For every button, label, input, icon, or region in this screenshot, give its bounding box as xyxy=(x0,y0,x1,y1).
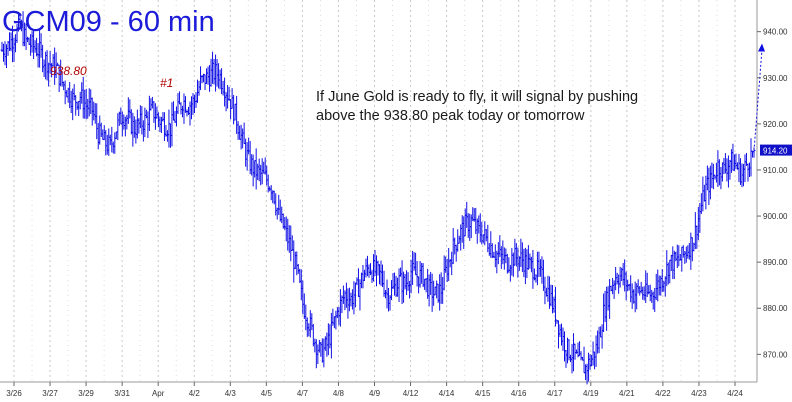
x-tick-label: 4/23 xyxy=(691,389,707,398)
y-tick-label: 940.00 xyxy=(763,28,788,37)
x-tick-label: 4/21 xyxy=(619,389,635,398)
x-tick-label: 4/15 xyxy=(475,389,491,398)
x-tick-label: 4/16 xyxy=(511,389,527,398)
x-tick-label: 3/29 xyxy=(78,389,94,398)
note-line-2: above the 938.80 peak today or tomorrow xyxy=(316,108,585,124)
x-tick-label: 4/17 xyxy=(547,389,563,398)
price-tag-box xyxy=(760,144,792,156)
x-axis: 3/26 3/27 3/29 3/31 Apr 4/2 4/3 4/5 4/7 4/8 4/9 4/1… xyxy=(6,382,743,398)
x-tick-label: Apr xyxy=(152,389,165,398)
x-tick-label: 4/12 xyxy=(403,389,419,398)
projection-arrow-head xyxy=(758,43,765,52)
x-tick-label: 4/14 xyxy=(439,389,455,398)
y-tick-label: 920.00 xyxy=(763,120,788,129)
x-tick-label: 4/19 xyxy=(583,389,599,398)
price-bars xyxy=(0,11,765,385)
x-tick-label: 4/7 xyxy=(297,389,309,398)
annotations: 938.80 #1 If June Gold is ready to fly, … xyxy=(50,64,638,124)
y-tick-label: 890.00 xyxy=(763,258,788,267)
x-tick-label: 3/26 xyxy=(6,389,22,398)
y-tick-label: 880.00 xyxy=(763,304,788,313)
y-tick-label: 910.00 xyxy=(763,166,788,175)
last-price-tag: 914.20 xyxy=(760,144,792,156)
price-tag-label: 914.20 xyxy=(763,147,788,156)
y-tick-label: 870.00 xyxy=(763,350,788,359)
peak-label: 938.80 xyxy=(50,64,87,78)
x-tick-label: 4/8 xyxy=(333,389,345,398)
x-tick-label: 4/2 xyxy=(189,389,201,398)
y-tick-label: 930.00 xyxy=(763,74,788,83)
x-tick-label: 4/22 xyxy=(655,389,671,398)
x-tick-label: 3/31 xyxy=(114,389,130,398)
projection-arrow-line xyxy=(753,49,763,151)
x-tick-label: 3/27 xyxy=(42,389,58,398)
x-tick-label: 4/9 xyxy=(369,389,381,398)
y-axis: 870.00 880.00 890.00 900.00 910.00 920.00 930.… xyxy=(757,28,788,359)
peak-marker: #1 xyxy=(160,76,173,90)
chart-title: GCM09 - 60 min xyxy=(2,6,215,38)
x-tick-label: 4/5 xyxy=(261,389,273,398)
y-tick-label: 900.00 xyxy=(763,212,788,221)
x-tick-label: 4/24 xyxy=(727,389,743,398)
x-tick-label: 4/3 xyxy=(225,389,237,398)
note-line-1: If June Gold is ready to fly, it will si… xyxy=(316,89,638,105)
